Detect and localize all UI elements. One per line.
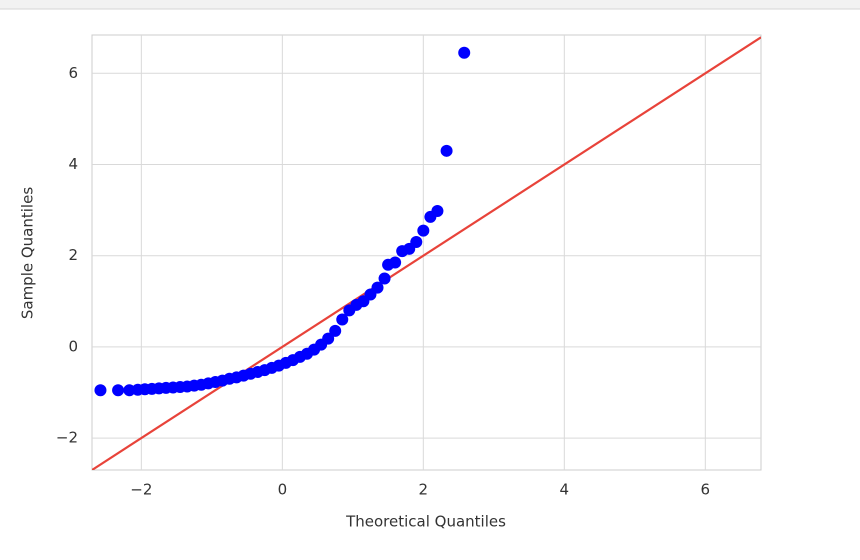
data-point <box>322 332 335 345</box>
reference-line <box>92 36 761 470</box>
y-axis-label: Sample Quantiles <box>19 187 37 319</box>
data-point <box>112 384 125 397</box>
y-tick-label: 2 <box>68 246 78 264</box>
x-tick-label: 0 <box>278 481 288 499</box>
x-tick-label: 2 <box>419 481 429 499</box>
plot-content <box>92 36 761 470</box>
data-point <box>410 236 423 249</box>
x-tick-label: 6 <box>701 481 711 499</box>
data-point <box>329 324 342 337</box>
data-point <box>123 384 136 397</box>
data-point <box>440 144 453 157</box>
data-point <box>389 256 402 269</box>
data-point <box>431 205 444 218</box>
y-tick-label: 0 <box>68 337 78 355</box>
y-tick-label: 4 <box>68 155 78 173</box>
x-tick-label: −2 <box>130 481 152 499</box>
x-tick-label: 4 <box>560 481 570 499</box>
y-tick-label: −2 <box>56 429 78 447</box>
y-tick-label: 6 <box>68 64 78 82</box>
x-axis-label: Theoretical Quantiles <box>345 513 506 531</box>
data-point <box>336 313 349 326</box>
top-bar <box>0 0 860 9</box>
data-point <box>378 272 391 285</box>
data-point <box>94 384 107 397</box>
data-point <box>371 281 384 294</box>
data-point <box>417 224 430 237</box>
data-point <box>458 46 471 59</box>
